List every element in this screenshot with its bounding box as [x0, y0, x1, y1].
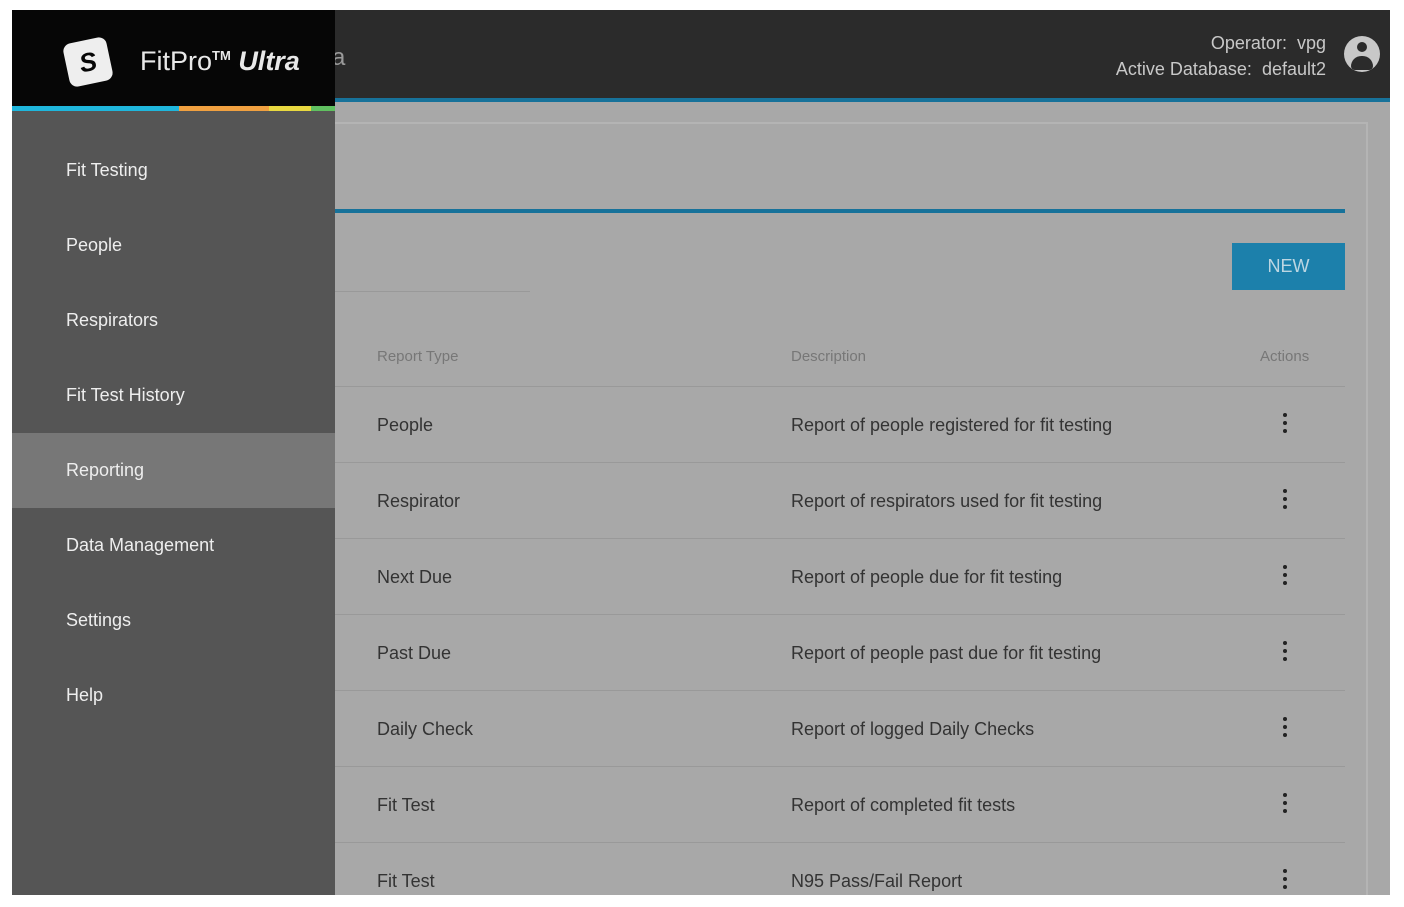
- sidebar-item-respirators[interactable]: Respirators: [66, 310, 159, 330]
- sidebar: S FitProTM Ultra Fit Testing People Respir…: [12, 10, 335, 895]
- trademark: TM: [212, 48, 231, 63]
- report-description: Report of completed fit tests: [791, 795, 1016, 815]
- strip-segment: [179, 106, 269, 111]
- report-type: Respirator: [377, 491, 461, 511]
- table-row[interactable]: Respirator Report of respirators used for…: [335, 462, 1345, 538]
- more-actions-icon[interactable]: [1275, 487, 1295, 515]
- report-type: Fit Test: [377, 795, 435, 815]
- user-info: Operator: vpg Active Database: default2: [1116, 30, 1326, 82]
- column-header-report-type: Report Type: [377, 348, 459, 365]
- sidebar-item-fit-test-history[interactable]: Fit Test History: [66, 385, 185, 405]
- report-description: Report of people due for fit testing: [791, 567, 1063, 587]
- report-type: Fit Test: [377, 871, 435, 891]
- report-description: Report of people registered for fit test…: [791, 415, 1113, 435]
- brand-name: FitPro: [140, 46, 213, 76]
- report-description: N95 Pass/Fail Report: [791, 871, 963, 891]
- account-icon[interactable]: [1344, 36, 1380, 72]
- sidebar-item-data-management[interactable]: Data Management: [66, 535, 215, 555]
- brand-suffix: Ultra: [238, 46, 300, 76]
- report-description: Report of logged Daily Checks: [791, 719, 1035, 739]
- report-description: Report of respirators used for fit testi…: [791, 491, 1103, 511]
- new-report-button[interactable]: NEW: [1232, 243, 1345, 290]
- sidebar-item-fit-testing[interactable]: Fit Testing: [66, 160, 148, 180]
- table-row[interactable]: Past Due Report of people past due for fi…: [335, 614, 1345, 690]
- column-header-actions: Actions: [1260, 348, 1310, 365]
- color-strip: [12, 106, 335, 111]
- page-title-partial: a: [332, 44, 346, 71]
- report-type: Past Due: [377, 643, 452, 663]
- search-input[interactable]: [335, 291, 530, 292]
- database-label: Active Database:: [1115, 59, 1252, 79]
- column-header-description: Description: [791, 348, 867, 365]
- tsi-logo-icon: S: [61, 35, 115, 89]
- app-window: a Operator: vpg Active Database: default…: [12, 10, 1390, 895]
- database-value: default2: [1261, 59, 1326, 79]
- more-actions-icon[interactable]: [1275, 411, 1295, 439]
- tab-indicator: [335, 209, 1345, 213]
- table-row[interactable]: Fit Test Report of completed fit tests: [335, 766, 1345, 842]
- table-row[interactable]: Daily Check Report of logged Daily Checks: [335, 690, 1345, 766]
- strip-segment: [269, 106, 311, 111]
- more-actions-icon[interactable]: [1275, 563, 1295, 591]
- more-actions-icon[interactable]: [1275, 791, 1295, 819]
- report-type: Next Due: [377, 567, 453, 587]
- report-type: People: [377, 415, 434, 435]
- strip-segment: [12, 106, 179, 111]
- operator-value: vpg: [1296, 33, 1326, 53]
- table-row[interactable]: People Report of people registered for fi…: [335, 386, 1345, 462]
- report-type: Daily Check: [377, 719, 474, 739]
- sidebar-item-settings[interactable]: Settings: [66, 610, 132, 630]
- report-description: Report of people past due for fit testin…: [791, 643, 1102, 663]
- sidebar-item-reporting[interactable]: Reporting: [12, 433, 335, 508]
- more-actions-icon[interactable]: [1275, 639, 1295, 667]
- strip-segment: [311, 106, 335, 111]
- sidebar-item-people[interactable]: People: [66, 235, 123, 255]
- table-row[interactable]: Fit Test N95 Pass/Fail Report: [335, 842, 1345, 895]
- header-divider: [12, 98, 1390, 102]
- operator-label: Operator:: [1210, 33, 1287, 53]
- more-actions-icon[interactable]: [1275, 867, 1295, 895]
- more-actions-icon[interactable]: [1275, 715, 1295, 743]
- logo: S FitProTM Ultra: [12, 10, 335, 106]
- sidebar-item-help[interactable]: Help: [66, 685, 104, 705]
- table-row[interactable]: Next Due Report of people due for fit tes…: [335, 538, 1345, 614]
